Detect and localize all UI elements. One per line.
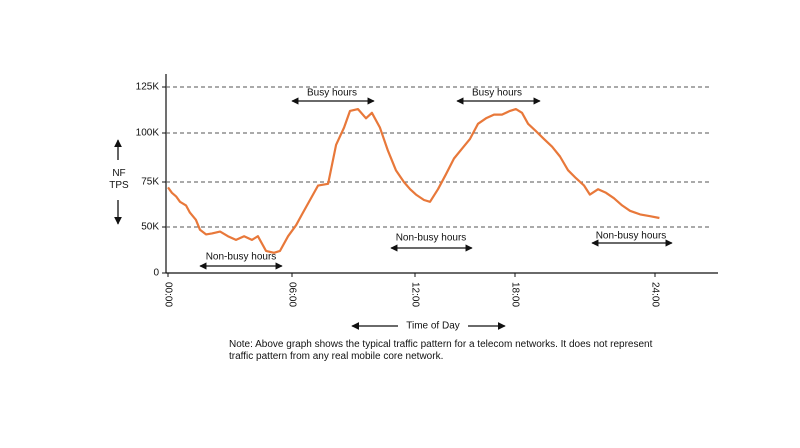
x-tick-label: 06:00 <box>286 282 297 307</box>
y-tick-label: 0 <box>153 268 159 279</box>
x-tick-label: 18:00 <box>509 282 520 307</box>
line-series <box>167 108 660 254</box>
x-axis-label: Time of Day <box>406 321 460 332</box>
y-axis-label: NF TPS <box>109 168 129 191</box>
x-tick-label: 00:00 <box>162 282 173 307</box>
x-tick-label: 24:00 <box>649 282 660 307</box>
annotation: Non-busy hours <box>596 231 667 242</box>
note: Note: Above graph shows the typical traf… <box>229 339 653 362</box>
annotation: Busy hours <box>307 88 357 99</box>
y-tick-label: 100K <box>136 128 160 139</box>
y-tick-label: 75K <box>141 177 159 188</box>
x-tick-label: 12:00 <box>409 282 420 307</box>
annotation: Non-busy hours <box>396 233 467 244</box>
y-tick-label: 125K <box>136 82 160 93</box>
annotation: Busy hours <box>472 88 522 99</box>
annotation: Non-busy hours <box>206 252 277 263</box>
y-tick-label: 50K <box>141 222 159 233</box>
